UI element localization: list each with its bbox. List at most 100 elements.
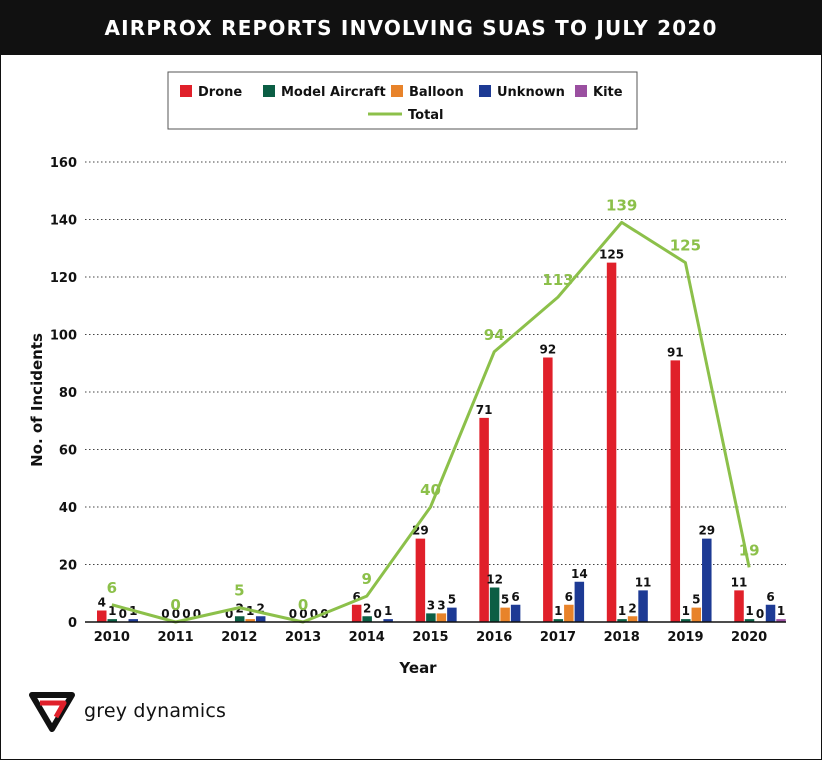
total-label: 40: [420, 481, 441, 499]
x-tick-label: 2013: [285, 630, 321, 645]
bar-balloon: [500, 607, 510, 622]
x-tick-label: 2015: [412, 630, 448, 645]
data-label: 0: [119, 607, 127, 621]
data-label: 6: [352, 590, 360, 604]
brand-name: grey dynamics: [84, 700, 227, 722]
grey-dynamics-logo-icon: [29, 692, 75, 732]
bar-model-aircraft: [681, 619, 691, 622]
y-tick-label: 0: [68, 616, 77, 631]
bar-drone: [606, 262, 617, 622]
x-axis: 2010 2011 2012 2013 2014 2015 2016 2017 2018 2019…: [85, 621, 786, 645]
data-label: 1: [618, 604, 626, 618]
x-tick-label: 2010: [94, 630, 130, 645]
bar-unknown: [255, 616, 266, 622]
data-label: 5: [501, 593, 509, 607]
data-label: 1: [682, 604, 690, 618]
bar-model-aircraft: [617, 619, 627, 622]
data-label: 125: [599, 248, 624, 262]
y-tick-label: 80: [59, 386, 77, 401]
total-label: 139: [606, 196, 637, 214]
data-label: 3: [427, 598, 435, 612]
bar-drone: [543, 357, 553, 622]
x-tick-label: 2019: [667, 630, 703, 645]
bar-balloon: [245, 619, 255, 622]
data-label: 1: [108, 604, 116, 618]
bar-model-aircraft: [234, 616, 245, 622]
data-label: 0: [299, 607, 307, 621]
data-label: 5: [692, 593, 700, 607]
legend-label-balloon: Balloon: [409, 85, 464, 100]
y-tick-label: 100: [50, 329, 77, 344]
total-label: 125: [670, 237, 701, 255]
total-line-path: [111, 220, 751, 624]
legend-box: [167, 71, 638, 130]
bar-balloon: [627, 616, 638, 622]
bar-drone: [97, 610, 107, 622]
legend-label-drone: Drone: [198, 85, 242, 100]
data-label: 1: [745, 604, 753, 618]
data-label: 0: [373, 607, 381, 621]
bar-unknown: [383, 619, 393, 622]
bar-balloon: [691, 607, 702, 622]
bar-unknown: [574, 581, 585, 622]
bar-model-aircraft: [426, 613, 436, 622]
data-label: 0: [193, 607, 201, 621]
data-label: 2: [257, 601, 265, 615]
data-label: 12: [486, 573, 503, 587]
data-label: 1: [554, 604, 562, 618]
legend-label-total: Total: [408, 108, 444, 123]
bar-unknown: [510, 604, 521, 622]
brand: grey dynamics: [26, 688, 226, 734]
bar-balloon: [564, 604, 574, 622]
bar-unknown: [765, 604, 776, 622]
legend-label-unknown: Unknown: [497, 85, 565, 100]
bar-model-aircraft: [744, 619, 755, 622]
bar-unknown: [128, 619, 138, 622]
bar-unknown: [638, 590, 648, 622]
x-tick-label: 2016: [476, 630, 512, 645]
bar-drone: [479, 417, 489, 622]
bar-kite: [776, 619, 786, 622]
data-label: 6: [511, 590, 519, 604]
data-label: 0: [182, 607, 190, 621]
data-label: 11: [731, 575, 748, 589]
legend-swatch-kite: [575, 85, 587, 97]
y-tick-label: 20: [59, 559, 77, 574]
total-label: 6: [107, 579, 117, 597]
legend-label-model-aircraft: Model Aircraft: [281, 85, 386, 100]
total-label: 5: [234, 582, 244, 600]
chart-title: AIRPROX REPORTS INVOLVING SUAS TO JULY 2…: [1, 1, 821, 55]
bar-drone: [670, 360, 681, 622]
data-label: 92: [539, 343, 556, 357]
total-label: 9: [362, 570, 372, 588]
y-tick-label: 140: [50, 214, 77, 229]
bar-balloon: [436, 613, 447, 622]
x-axis-label: Year: [398, 659, 437, 677]
y-tick-label: 160: [50, 156, 77, 171]
data-label: 0: [172, 607, 180, 621]
bar-unknown: [447, 607, 457, 622]
y-axis: 0 20 40 60 80 100 120 140 160: [50, 156, 77, 631]
data-label: 29: [698, 524, 715, 538]
data-label: 1: [384, 604, 392, 618]
data-label: 0: [310, 607, 318, 621]
x-tick-label: 2018: [604, 630, 640, 645]
data-label: 2: [363, 601, 371, 615]
data-label: 6: [565, 590, 573, 604]
bars: [97, 262, 786, 622]
data-label: 14: [571, 567, 588, 581]
legend-swatch-drone: [180, 85, 192, 97]
y-tick-label: 60: [59, 444, 77, 459]
data-label: 6: [766, 590, 774, 604]
total-label: 19: [739, 541, 760, 559]
x-tick-label: 2014: [349, 630, 385, 645]
bar-unknown: [702, 538, 712, 622]
bar-model-aircraft: [489, 587, 500, 622]
x-tick-label: 2011: [157, 630, 193, 645]
total-label: 0: [298, 596, 308, 614]
data-label: 71: [476, 403, 493, 417]
legend: Drone Model Aircraft Balloon Unknown Kite Tot…: [167, 71, 638, 130]
data-label: 0: [161, 607, 169, 621]
bar-drone: [734, 590, 744, 622]
